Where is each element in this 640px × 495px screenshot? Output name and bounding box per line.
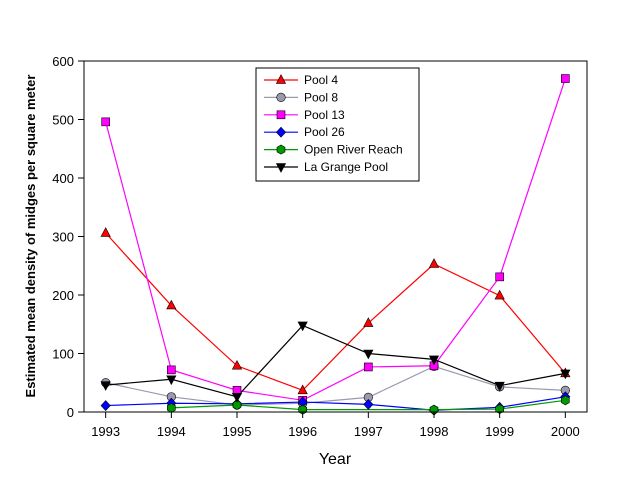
data-point	[166, 299, 177, 310]
data-point	[232, 400, 242, 410]
data-point	[297, 384, 308, 395]
legend-label: Pool 26	[304, 125, 345, 139]
legend-label: Open River Reach	[304, 143, 403, 157]
data-point	[428, 355, 440, 366]
data-point	[561, 395, 570, 406]
legend-marker	[276, 92, 286, 102]
data-point	[101, 117, 110, 127]
data-point	[100, 400, 111, 412]
data-point	[167, 402, 176, 413]
y-tick-label: 500	[52, 113, 74, 128]
data-point	[166, 375, 177, 386]
data-point	[231, 393, 243, 403]
data-point	[363, 317, 374, 327]
legend-marker	[275, 163, 287, 173]
data-point	[494, 381, 505, 392]
axes: 0 100 200 300 400 500 600 1993 1994 1995 1996 1997 1…	[52, 54, 579, 439]
x-tick-label: 1996	[288, 424, 317, 439]
y-tick-label: 100	[52, 347, 74, 362]
series-line	[105, 324, 566, 398]
data-point	[494, 289, 505, 300]
data-point	[428, 258, 440, 268]
y-tick-label: 300	[52, 230, 74, 245]
series-line	[105, 78, 566, 401]
x-tick-label: 1999	[485, 424, 514, 439]
series-line	[105, 232, 566, 392]
data-point	[495, 272, 504, 282]
y-tick-label: 200	[52, 288, 74, 303]
data-point	[297, 321, 308, 332]
legend-label: Pool 13	[304, 108, 345, 122]
data-point	[100, 227, 111, 237]
legend-marker	[275, 74, 287, 84]
x-tick-label: 2000	[551, 424, 580, 439]
y-tick-label: 0	[67, 405, 74, 420]
legend-label: Pool 8	[304, 90, 338, 104]
x-axis-title: Year	[319, 451, 352, 468]
x-tick-label: 1994	[157, 424, 186, 439]
legend-label: Pool 4	[304, 73, 338, 87]
y-tick-label: 400	[52, 171, 74, 186]
data-point	[100, 381, 111, 391]
legend-marker	[275, 126, 287, 138]
series-line	[105, 365, 566, 406]
data-point	[560, 369, 571, 380]
legend-marker	[276, 110, 286, 120]
x-tick-label: 1998	[420, 424, 449, 439]
legend-box	[255, 67, 420, 182]
legend-marker	[276, 144, 286, 155]
x-tick-label: 1997	[354, 424, 383, 439]
data-point	[364, 362, 373, 372]
y-axis-title: Estimated mean density of midges per squ…	[23, 75, 38, 398]
data-point	[167, 365, 176, 375]
data-point	[363, 398, 374, 410]
data-point	[561, 74, 570, 83]
legend: Pool 4 Pool 8 Pool 13 Pool 26 Open River Rea…	[255, 67, 420, 182]
data-point	[363, 349, 374, 360]
plot-markers	[100, 74, 571, 416]
x-tick-label: 1995	[223, 424, 252, 439]
x-tick-label: 1993	[91, 424, 120, 439]
data-point	[231, 359, 243, 370]
series-line	[105, 396, 566, 411]
legend-label: La Grange Pool	[304, 160, 388, 174]
y-tick-label: 600	[52, 54, 74, 69]
